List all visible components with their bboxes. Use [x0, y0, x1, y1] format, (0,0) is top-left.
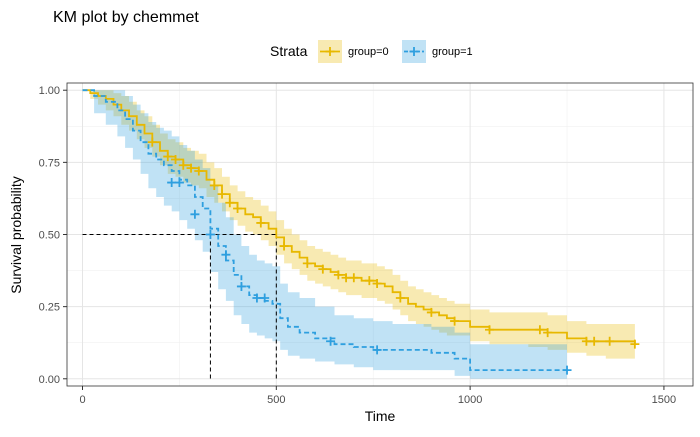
- y-tick-label: 0.75: [39, 157, 60, 169]
- x-tick-label: 1000: [458, 394, 482, 406]
- y-tick-label: 0.50: [39, 230, 60, 242]
- censor-mark-group=1: [174, 178, 184, 188]
- censor-mark-group=0: [233, 204, 243, 214]
- censor-mark-group=0: [163, 152, 173, 162]
- censor-mark-group=0: [318, 264, 328, 274]
- censor-mark-group=0: [341, 273, 351, 283]
- censor-marks: [147, 137, 640, 375]
- legend-label-group=1: group=1: [432, 46, 473, 58]
- legend-key-censor: [325, 47, 335, 56]
- censor-mark-group=0: [395, 293, 405, 303]
- censor-mark-group=0: [485, 325, 495, 335]
- censor-mark-group=0: [302, 258, 312, 268]
- censor-mark-group=0: [450, 316, 460, 326]
- survival-curve-group=1: [82, 89, 567, 372]
- censor-mark-group=0: [372, 279, 382, 289]
- censor-mark-group=1: [562, 365, 572, 375]
- legend-items: group=0 group=1: [318, 40, 473, 63]
- legend-key-group=1: [402, 40, 426, 63]
- legend-key-group=0: [318, 40, 342, 63]
- censor-mark-group=0: [543, 328, 553, 338]
- censor-mark-group=0: [630, 339, 640, 349]
- ci-band-group=0: [82, 90, 635, 359]
- censor-mark-group=0: [581, 336, 591, 346]
- censor-mark-group=0: [225, 198, 235, 208]
- censor-mark-group=0: [349, 273, 359, 283]
- censor-mark-group=0: [256, 218, 266, 228]
- censor-mark-group=0: [605, 336, 615, 346]
- censor-mark-group=0: [186, 163, 196, 173]
- x-tick-label: 0: [79, 394, 85, 406]
- censor-mark-group=1: [190, 209, 200, 219]
- censor-mark-group=1: [167, 178, 177, 188]
- x-axis-ticks: 0 500 1000 1500: [79, 386, 676, 406]
- censor-mark-group=0: [333, 270, 343, 280]
- censor-mark-group=0: [178, 160, 188, 170]
- grid-major: [67, 83, 693, 386]
- censor-mark-group=1: [205, 230, 215, 239]
- legend-label-group=0: group=0: [348, 46, 389, 58]
- censor-mark-group=0: [209, 180, 219, 190]
- y-axis-label: Survival probability: [8, 176, 24, 294]
- censor-mark-group=1: [252, 293, 262, 303]
- censor-mark-group=0: [147, 137, 157, 147]
- legend-key-censor: [409, 47, 419, 56]
- ci-band-group=1: [82, 90, 567, 379]
- chart-title: KM plot by chemmet: [53, 9, 199, 26]
- censor-mark-group=1: [372, 345, 382, 355]
- censor-mark-group=0: [194, 166, 204, 176]
- x-tick-label: 500: [267, 394, 285, 406]
- y-axis-ticks: 0.00 0.25 0.50 0.75 1.00: [39, 85, 67, 386]
- x-axis-label: Time: [365, 408, 396, 424]
- y-tick-label: 1.00: [39, 85, 60, 97]
- confidence-bands: [82, 90, 635, 379]
- censor-mark-group=0: [171, 154, 181, 164]
- median-reference-lines: [82, 234, 277, 379]
- legend-title: Strata: [270, 43, 308, 59]
- y-tick-label: 0.00: [39, 374, 60, 386]
- censor-mark-group=0: [535, 325, 545, 335]
- censor-mark-group=1: [221, 250, 231, 260]
- censor-mark-group=0: [217, 189, 227, 199]
- censor-mark-group=1: [260, 293, 270, 303]
- censor-mark-group=0: [279, 241, 289, 251]
- censor-mark-group=0: [589, 336, 599, 346]
- legend: Strata group=0 group=1: [270, 40, 473, 63]
- censor-mark-group=0: [426, 307, 436, 317]
- y-tick-label: 0.25: [39, 302, 60, 314]
- censor-mark-group=0: [364, 276, 374, 286]
- censor-mark-group=1: [236, 281, 246, 291]
- x-tick-label: 1500: [652, 394, 676, 406]
- censor-mark-group=1: [326, 336, 336, 346]
